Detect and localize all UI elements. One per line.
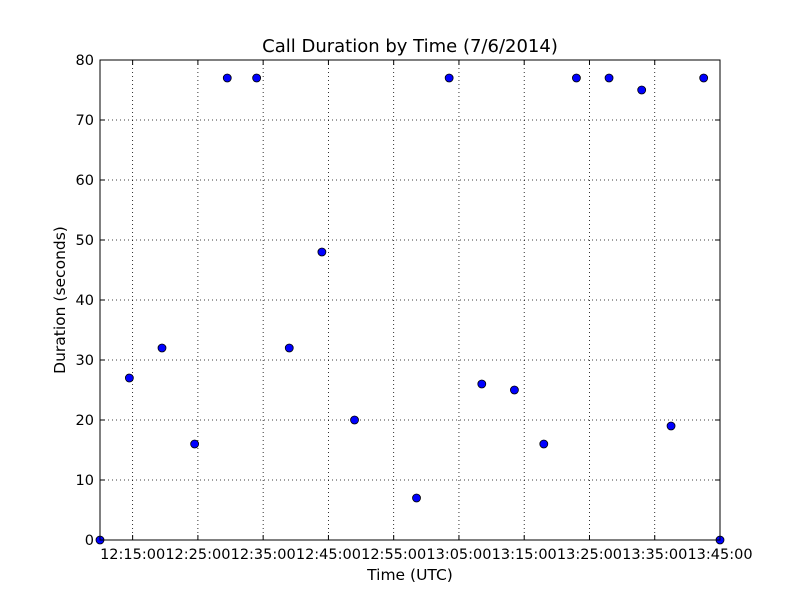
y-tick-label: 30 [76,353,94,369]
y-tick-label: 70 [76,113,94,129]
y-tick-label: 50 [76,233,94,249]
data-point [317,247,327,257]
data-point [350,415,359,425]
x-tick-label: 12:25:00 [165,547,230,563]
y-tick-label: 60 [76,173,94,189]
data-point [252,73,262,83]
data-point [510,385,519,395]
x-tick-label: 13:45:00 [687,547,752,563]
y-tick-label: 40 [76,293,94,309]
x-tick-label: 12:45:00 [296,547,361,563]
x-tick-label: 12:15:00 [100,547,165,563]
y-tick-label: 0 [85,533,94,549]
data-point [444,73,454,83]
x-tick-labels: 12:15:00 12:25:00 12:35:00 12:45:00 12:55:00… [100,547,752,563]
x-tick-label: 12:55:00 [361,547,426,563]
y-tick-label: 10 [76,473,94,489]
axis-ticks [100,59,721,541]
data-point [604,73,614,83]
data-point [412,493,421,503]
x-tick-label: 13:05:00 [426,547,491,563]
x-axis-title: Time (UTC) [366,566,453,584]
data-point [124,373,134,383]
y-tick-label: 20 [76,413,94,429]
data-point [637,85,647,95]
y-tick-labels: 0 10 20 30 40 50 60 70 80 [76,53,94,549]
data-point [539,439,549,449]
data-point [284,343,294,353]
data-point [666,421,676,431]
data-point [157,343,167,353]
y-axis-title: Duration (seconds) [51,226,69,374]
data-point [222,73,232,83]
x-tick-label: 13:35:00 [622,547,687,563]
grid-lines [100,60,720,540]
data-point [572,73,581,83]
chart-title: Call Duration by Time (7/6/2014) [262,36,558,57]
data-point [477,379,487,389]
y-tick-label: 80 [76,53,94,69]
x-tick-label: 13:15:00 [492,547,557,563]
data-point [699,73,709,83]
x-tick-label: 12:35:00 [231,547,296,563]
data-point [190,439,200,449]
x-tick-label: 13:25:00 [557,547,622,563]
